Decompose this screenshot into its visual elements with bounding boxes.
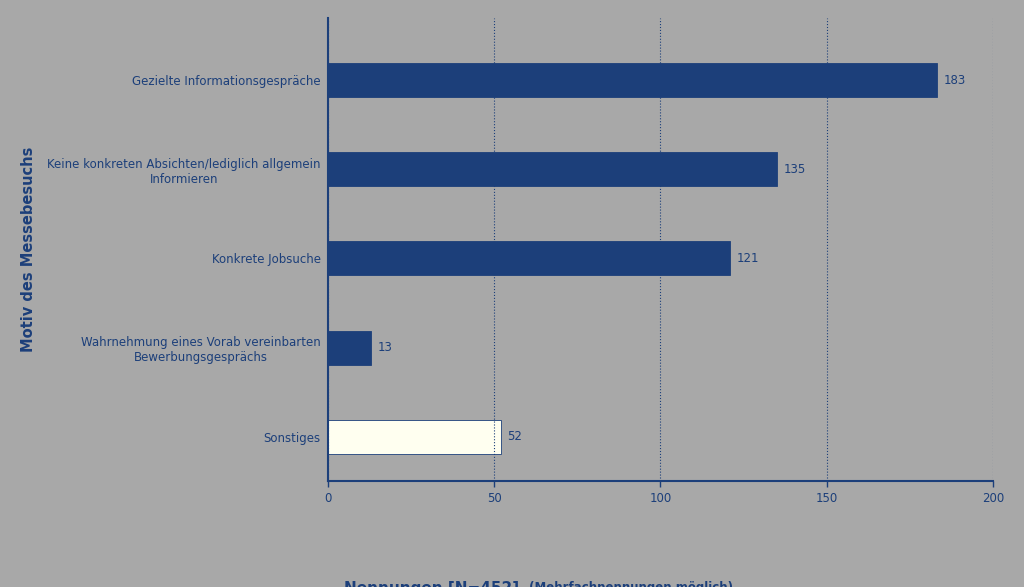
Bar	[328, 241, 730, 275]
Text: Nennungen [N=452],: Nennungen [N=452],	[344, 581, 524, 587]
Text: 52: 52	[507, 430, 522, 443]
Bar	[328, 152, 777, 186]
Text: 183: 183	[943, 73, 966, 86]
Y-axis label: Motiv des Messebesuchs: Motiv des Messebesuchs	[22, 147, 36, 352]
Bar	[328, 420, 501, 454]
Text: 13: 13	[378, 341, 392, 354]
Text: 121: 121	[737, 252, 760, 265]
Text: (Mehrfachnennungen möglich): (Mehrfachnennungen möglich)	[524, 581, 733, 587]
Bar	[328, 63, 937, 97]
Text: 135: 135	[783, 163, 806, 176]
Bar	[328, 330, 371, 365]
